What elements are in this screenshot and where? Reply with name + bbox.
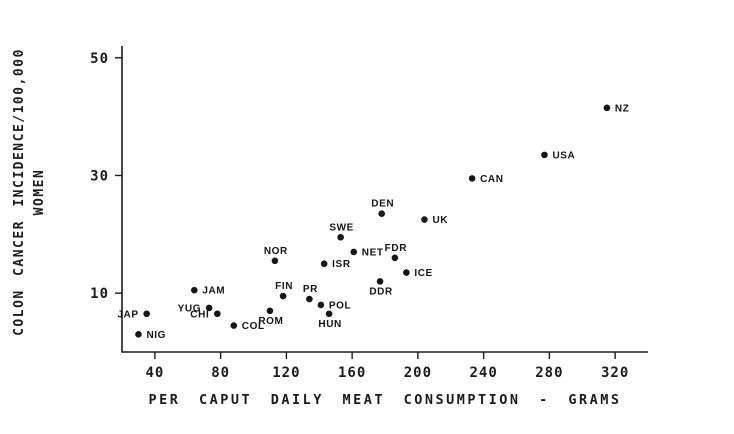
point-label-ice: ICE bbox=[414, 268, 432, 279]
axes bbox=[121, 46, 648, 353]
point-label-net: NET bbox=[362, 247, 384, 258]
data-point-yug bbox=[205, 304, 213, 312]
y-axis-label-line2: WOMEN bbox=[32, 168, 47, 216]
x-tick-label: 120 bbox=[272, 365, 300, 381]
data-point-can bbox=[468, 175, 476, 182]
data-point-ice bbox=[403, 269, 410, 276]
point-label-jam: JAM bbox=[202, 286, 225, 297]
point-label-col: COL bbox=[242, 321, 265, 332]
data-point-rom bbox=[266, 307, 274, 315]
x-tick-label: 280 bbox=[535, 365, 563, 381]
data-point-jam bbox=[191, 286, 198, 294]
point-label-hun: HUN bbox=[318, 319, 341, 330]
data-point-swe bbox=[337, 233, 344, 241]
data-point-ddr bbox=[376, 278, 384, 285]
point-label-chi: CHI bbox=[190, 309, 209, 320]
data-point-isr bbox=[320, 260, 328, 268]
x-axis-label: PER CAPUT DAILY MEAT CONSUMPTION - GRAMS bbox=[148, 392, 622, 408]
point-label-pr: PR bbox=[303, 284, 318, 295]
data-point-col bbox=[230, 322, 238, 329]
point-label-uk: UK bbox=[432, 215, 448, 226]
data-point-nig bbox=[135, 331, 142, 338]
data-point-fin bbox=[279, 292, 287, 300]
x-tick-label: 240 bbox=[469, 365, 497, 381]
y-tick-label: 10 bbox=[90, 286, 109, 302]
x-tick-label: 80 bbox=[211, 365, 230, 381]
point-label-rom: ROM bbox=[258, 316, 283, 327]
point-label-isr: ISR bbox=[332, 259, 351, 270]
point-label-pol: POL bbox=[329, 300, 351, 311]
point-label-nig: NIG bbox=[146, 330, 166, 341]
point-label-yug: YUG bbox=[178, 303, 201, 314]
x-tick-label: 320 bbox=[601, 365, 629, 381]
point-label-swe: SWE bbox=[329, 222, 354, 233]
point-label-den: DEN bbox=[371, 199, 394, 210]
y-axis-label-line1: COLON CANCER INCIDENCE/100,000 bbox=[12, 48, 27, 336]
data-point-chi bbox=[214, 310, 221, 318]
data-point-den bbox=[378, 210, 386, 218]
point-label-ddr: DDR bbox=[369, 286, 393, 297]
data-point-uk bbox=[421, 216, 428, 223]
data-point-pr bbox=[306, 295, 313, 303]
y-tick-label: 30 bbox=[90, 168, 109, 184]
data-point-hun bbox=[325, 310, 333, 318]
point-label-usa: USA bbox=[552, 150, 575, 161]
x-tick-label: 160 bbox=[338, 365, 366, 381]
x-tick-label: 40 bbox=[145, 365, 164, 381]
point-label-nz: NZ bbox=[615, 103, 630, 114]
y-tick-label: 50 bbox=[90, 51, 109, 67]
data-point-jap bbox=[143, 310, 150, 318]
point-label-fin: FIN bbox=[275, 281, 293, 292]
data-point-nz bbox=[603, 104, 611, 112]
data-point-pol bbox=[317, 301, 325, 309]
data-point-fdr bbox=[391, 254, 399, 262]
data-point-net bbox=[350, 248, 358, 256]
point-label-jap: JAP bbox=[117, 309, 138, 320]
point-label-nor: NOR bbox=[264, 246, 288, 257]
data-point-nor bbox=[271, 257, 279, 265]
data-point-usa bbox=[541, 151, 548, 159]
point-label-can: CAN bbox=[480, 174, 503, 185]
x-tick-label: 200 bbox=[404, 365, 432, 381]
y-axis-label: COLON CANCER INCIDENCE/100,000 WOMEN bbox=[8, 27, 52, 357]
point-label-fdr: FDR bbox=[385, 243, 408, 254]
